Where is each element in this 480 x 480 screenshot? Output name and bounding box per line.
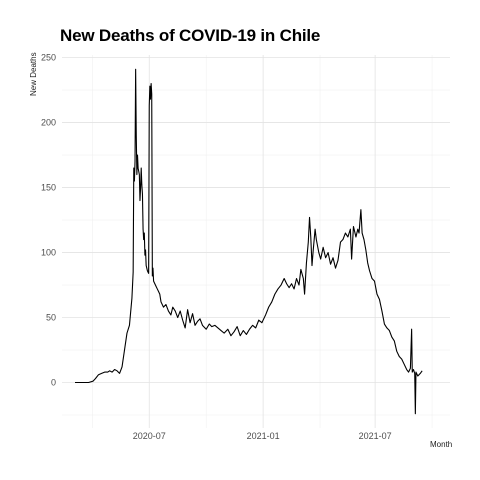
series-line-0 <box>75 68 423 415</box>
y-tick-label: 250 <box>41 53 56 63</box>
x-tick-label: 2021-01 <box>247 431 280 441</box>
y-tick-label: 200 <box>41 118 56 128</box>
x-axis-label: Month <box>430 440 453 449</box>
y-tick-label: 50 <box>46 313 56 323</box>
y-tick-label: 100 <box>41 248 56 258</box>
x-tick-label: 2021-07 <box>359 431 392 441</box>
x-tick-label: 2020-07 <box>133 431 166 441</box>
chart-title: New Deaths of COVID-19 in Chile <box>60 26 321 45</box>
y-tick-label: 0 <box>51 378 56 388</box>
y-tick-label: 150 <box>41 183 56 193</box>
